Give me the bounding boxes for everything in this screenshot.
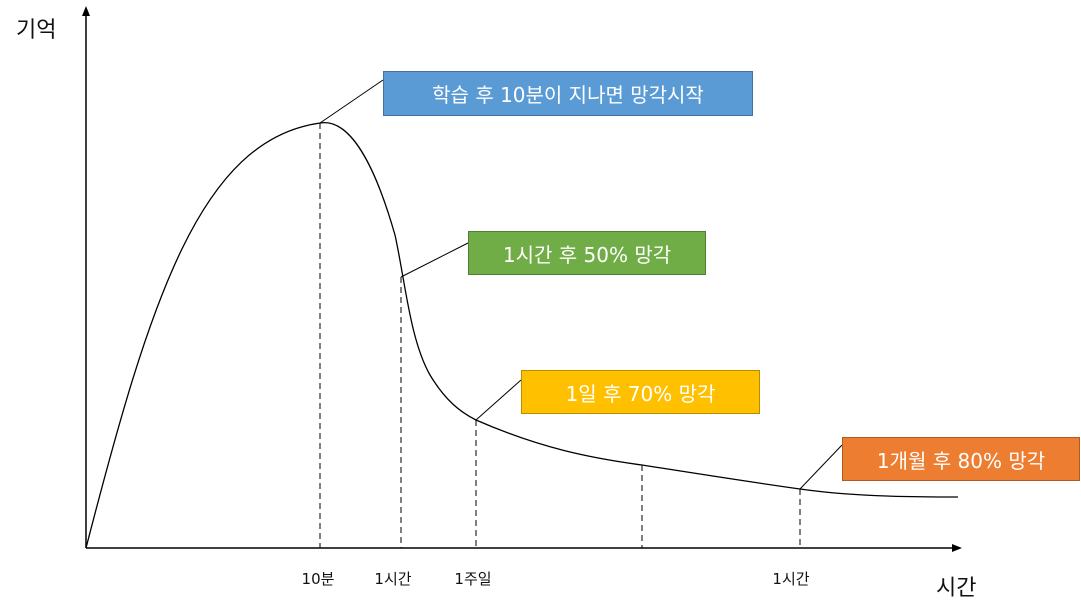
leader-line-4 (799, 444, 843, 490)
tick-label-10min: 10분 (301, 570, 335, 588)
leader-line-2 (400, 242, 469, 278)
x-axis-label: 시간 (936, 576, 977, 601)
tick-label-1week: 1주일 (454, 570, 492, 588)
callout-1month: 1개월 후 80% 망각 (842, 437, 1080, 481)
leader-line-3 (475, 379, 522, 421)
callout-1day: 1일 후 70% 망각 (521, 370, 760, 414)
callout-1hour: 1시간 후 50% 망각 (468, 231, 706, 275)
tick-label-1month: 1시간 (772, 570, 810, 588)
memory-curve (85, 122, 959, 549)
y-axis-arrow (82, 6, 90, 16)
callout-10min: 학습 후 10분이 지나면 망각시작 (383, 71, 753, 116)
tick-label-1hour: 1시간 (374, 570, 412, 588)
y-axis-label: 기억 (16, 18, 57, 43)
x-axis-arrow (952, 544, 962, 552)
leader-line-1 (319, 79, 384, 124)
